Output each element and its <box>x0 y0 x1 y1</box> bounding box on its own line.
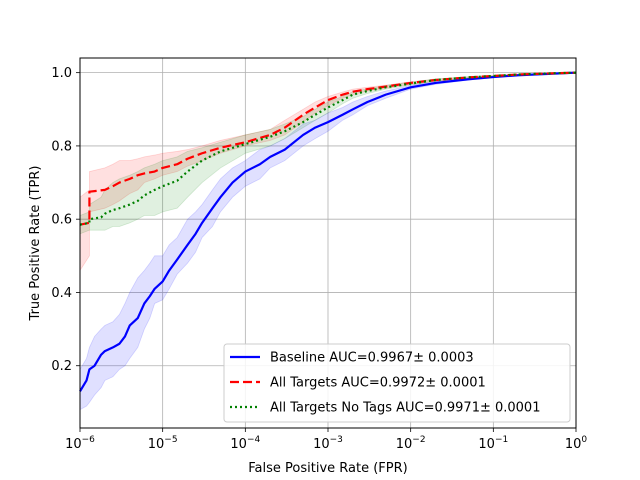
legend-box <box>223 343 571 423</box>
all-targets-legend-label: All Targets AUC=0.9972± 0.0001 <box>270 376 486 391</box>
x-tick-label: 10−3 <box>313 435 343 452</box>
all-targets-line <box>79 71 577 226</box>
x-tick-label: 10−2 <box>396 435 426 452</box>
x-axis-label: False Positive Rate (FPR) <box>248 461 407 476</box>
all-targets-no-tags-legend-label: All Targets No Tags AUC=0.9971± 0.0001 <box>270 401 540 416</box>
baseline-line <box>79 71 577 392</box>
x-tick-label: 10−6 <box>65 435 95 452</box>
y-tick-label: 0.2 <box>51 359 72 374</box>
x-tick-label: 100 <box>565 435 588 452</box>
y-tick-label: 0.6 <box>51 213 72 228</box>
all-targets-no-tags-line <box>79 71 577 226</box>
x-tick-label: 10−5 <box>148 435 178 452</box>
axis-ticks: 10−6 10−5 10−4 10−3 10−2 10−1 100 0.2 0.4 0.6 0.8 1… <box>51 66 587 452</box>
x-tick-label: 10−4 <box>230 435 260 452</box>
y-axis-label: True Positive Rate (TPR) <box>28 166 43 322</box>
y-tick-label: 0.4 <box>51 286 72 301</box>
baseline-legend-label: Baseline AUC=0.9967± 0.0003 <box>270 351 474 366</box>
y-tick-label: 1.0 <box>51 66 72 81</box>
grid-lines <box>79 58 577 428</box>
x-tick-label: 10−1 <box>478 435 508 452</box>
y-tick-label: 0.8 <box>51 139 72 154</box>
legend: Baseline AUC=0.9967± 0.0003 All Targets A… <box>223 343 571 423</box>
series-lines <box>79 71 577 392</box>
